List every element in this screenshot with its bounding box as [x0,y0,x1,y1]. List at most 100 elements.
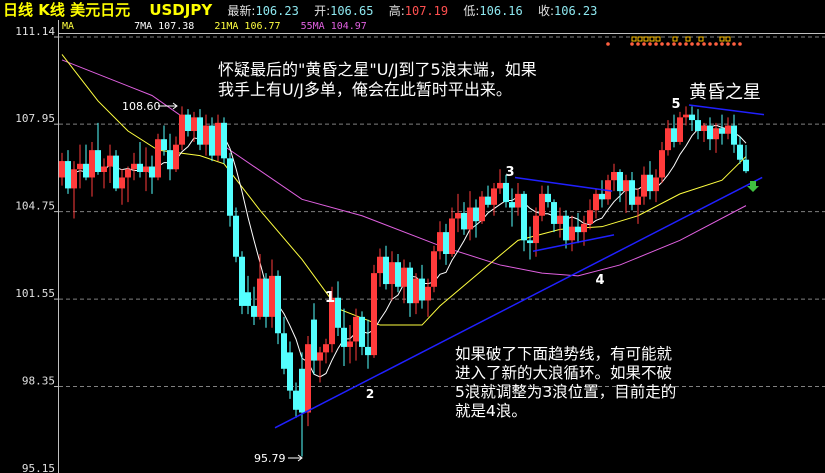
candle [119,169,125,205]
candle [737,136,743,164]
signal-square [672,36,678,42]
candle-body [659,150,665,178]
candle [425,278,431,317]
candle-body [407,267,413,304]
candle-body [461,213,467,230]
signal-square [643,36,649,42]
candle [521,191,527,252]
candle [167,133,173,181]
trendline [274,176,763,429]
candle-body [539,193,545,216]
candle-body [677,117,683,142]
candle-body [341,327,347,347]
candle [431,245,437,293]
candle [545,185,551,208]
candle-body [743,159,749,172]
candle [443,223,449,265]
candle-body [263,278,269,317]
top-annotation: 怀疑最后的"黄昏之星"U/J到了5浪末端，如果 我手上有U/J多单，俺会在此暂时… [218,60,537,100]
candle [473,199,479,238]
candle [251,286,257,326]
candle-body [251,305,257,317]
candle-body [353,316,359,342]
low-price-marker: 95.79 [254,452,286,465]
ma21-line [61,54,747,326]
y-tick-label: 107.95 [15,112,55,125]
candle [161,125,167,156]
candle-body [59,161,65,178]
candle-body [545,193,551,203]
signal-dot [720,42,724,46]
candle-body [245,292,251,306]
candle-body [443,232,449,254]
candle [563,210,569,249]
candle-body [203,125,209,145]
candle-body [503,182,509,203]
close-label: 收: [537,4,555,18]
high-label: 高: [388,4,405,18]
signal-dot [738,42,742,46]
candle-body [317,352,323,361]
candle-body [605,180,611,200]
candle-body [551,202,557,224]
candle-body [575,226,581,233]
candle [407,262,413,317]
candle-body [401,267,407,287]
ma-label: MA [62,21,75,32]
candle [323,338,329,364]
candle [263,273,269,328]
candle-body [419,278,425,301]
candle [653,169,659,203]
candle-body [689,114,695,121]
candle [725,117,731,140]
candle [677,111,683,145]
signal-dot [642,42,646,46]
candle-body [383,256,389,285]
candle-body [479,196,485,222]
ma-legend: MA 7MA 107.38 21MA 106.77 55MA 104.97 [62,20,381,34]
candle-body [515,193,521,208]
candle-body [377,256,383,274]
candle [383,245,389,290]
candle [743,144,749,174]
top-note-line-2: 我手上有U/J多单，俺会在此暂时平出来。 [218,80,512,99]
candle [647,161,653,200]
candle-body [737,144,743,160]
candle-body [695,120,701,132]
close-value: 106.23 [554,4,598,18]
candle-body [665,128,671,151]
candle-body [521,193,527,241]
candle-body [161,139,167,151]
candle [125,166,131,203]
signal-square [698,36,704,42]
candle-body [599,193,605,200]
candle [455,193,461,233]
candle [83,144,89,181]
candle-body [191,117,197,132]
candle-body [155,139,161,178]
candle [695,109,701,140]
candle [269,259,275,328]
candle-body [371,273,377,356]
down-arrow-icon [747,181,759,192]
candle-body [305,344,311,413]
candle-body [221,122,227,159]
y-tick-label: 98.35 [22,375,55,388]
y-tick-label: 104.75 [15,200,55,213]
ma7-legend: 7MA 107.38 [134,21,195,32]
candle [149,155,155,194]
top-note-line-1: 怀疑最后的"黄昏之星"U/J到了5浪末端，如果 [218,60,537,79]
candle [569,215,575,252]
candle-body [617,172,623,192]
candle-body [359,316,365,347]
candle-body [287,352,293,391]
candle-body [335,297,341,328]
candle [137,141,143,178]
candle [467,191,473,241]
candle [419,264,425,309]
bottom-note-line-4: 就是4浪。 [455,402,527,420]
candle [299,352,305,457]
candle-body [533,215,539,244]
bottom-note-line-1: 如果破了下面趋势线，有可能就 [455,345,673,363]
signal-dot [708,42,712,46]
